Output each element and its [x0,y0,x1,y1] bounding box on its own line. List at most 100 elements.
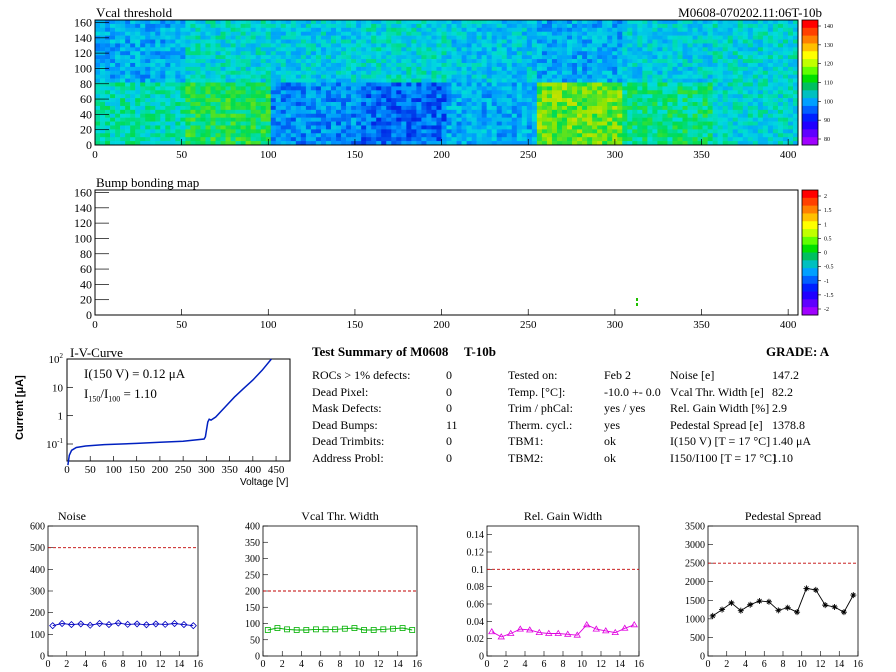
heatmap-cell [602,113,608,118]
heatmap-cell [471,90,477,95]
heatmap-cell [170,113,176,118]
heatmap-cell [215,141,221,146]
heatmap-cell [567,47,573,52]
iv-xtick-label: 350 [221,464,238,476]
heatmap-cell [305,125,312,130]
heatmap-cell [125,43,131,48]
heatmap-cell [526,55,533,60]
heatmap-cell [295,62,302,68]
heatmap-cell [315,39,322,44]
heatmap-cell [130,125,136,130]
heatmap-cell [712,105,718,111]
chart-xtick-label: 14 [834,659,844,670]
heatmap-cell [120,55,126,60]
heatmap-cell [421,86,427,91]
heatmap-cell [551,129,558,134]
chart-ytick-label: 0.08 [467,582,485,593]
heatmap-cell [607,109,613,115]
heatmap-cell [225,102,231,107]
heatmap-cell [697,90,703,95]
heatmap-cell [777,90,784,95]
heatmap-cell [401,98,407,103]
heatmap-cell [697,102,703,107]
heatmap-cell [677,117,683,122]
heatmap-cell [672,141,678,146]
heatmap-cell [682,20,688,25]
heatmap-cell [551,47,558,52]
heatmap-cell [642,39,648,44]
heatmap-cell [275,109,282,115]
heatmap-cell [145,62,151,68]
heatmap-cell [762,55,769,60]
heatmap-cell [280,86,287,91]
heatmap-cell [170,121,176,126]
heatmap-cell [310,70,317,75]
heatmap-cell [667,43,673,48]
heatmap-cell [732,129,739,134]
heatmap-cell [170,129,176,134]
heatmap-cell [150,90,156,95]
chart-point [390,625,396,632]
heatmap-cell [230,66,236,72]
heatmap-cell [320,66,327,72]
heatmap-cell [757,78,764,83]
heatmap-cell [105,74,111,79]
heatmap-cell [431,70,437,75]
heatmap-cell [501,47,508,52]
heatmap-cell [381,39,387,44]
chart-point [114,619,122,627]
heatmap-cell [331,137,337,142]
heatmap-cell [175,109,181,115]
heatmap-cell [752,105,759,111]
heatmap-cell [777,51,784,56]
heatmap-cell [451,121,457,126]
heatmap-cell [541,94,548,99]
heatmap-cell [310,66,317,72]
heatmap-cell [617,20,623,25]
heatmap-cell [757,82,764,87]
heatmap-cell [486,102,492,107]
heatmap-cell [160,55,166,60]
heatmap-cell [727,137,734,142]
heatmap-cell [300,55,307,60]
heatmap-cell [356,20,362,25]
heatmap-cell [250,35,256,40]
heatmap-cell [742,47,749,52]
heatmap-cell [95,94,101,99]
heatmap-cell [331,129,337,134]
heatmap-cell [356,94,362,99]
heatmap-cell [250,129,256,134]
heatmap-cell [130,78,136,83]
heatmap-cell [531,31,538,36]
heatmap-cell [240,98,246,103]
heatmap-cell [391,35,397,40]
heatmap-cell [662,39,668,44]
heatmap-cell [556,47,563,52]
heatmap-cell [592,117,598,122]
heatmap-cell [210,70,216,75]
heatmap-cell [617,62,623,68]
heatmap-cell [300,121,307,126]
heatmap-cell [572,62,578,68]
chart-xtick-label: 16 [193,659,203,670]
iv-xtick-label: 100 [105,464,122,476]
heatmap-cell [501,86,508,91]
chart-point [380,626,387,633]
heatmap-cell [667,102,673,107]
heatmap-cell [356,82,362,87]
heatmap-cell [707,113,713,118]
heatmap-cell [331,27,337,33]
heatmap-cell [315,66,322,72]
heatmap-cell [627,102,633,107]
heatmap-cell [692,66,698,72]
heatmap-cell [115,94,121,99]
heatmap-cell [426,82,432,87]
heatmap-cell [275,62,282,68]
heatmap-cell [546,94,553,99]
heatmap-cell [220,113,226,118]
chart-xtick-label: 2 [724,659,729,670]
heatmap-cell [722,70,728,75]
heatmap-cell [747,117,754,122]
heatmap-cell [235,47,241,52]
heatmap-cell [642,109,648,115]
